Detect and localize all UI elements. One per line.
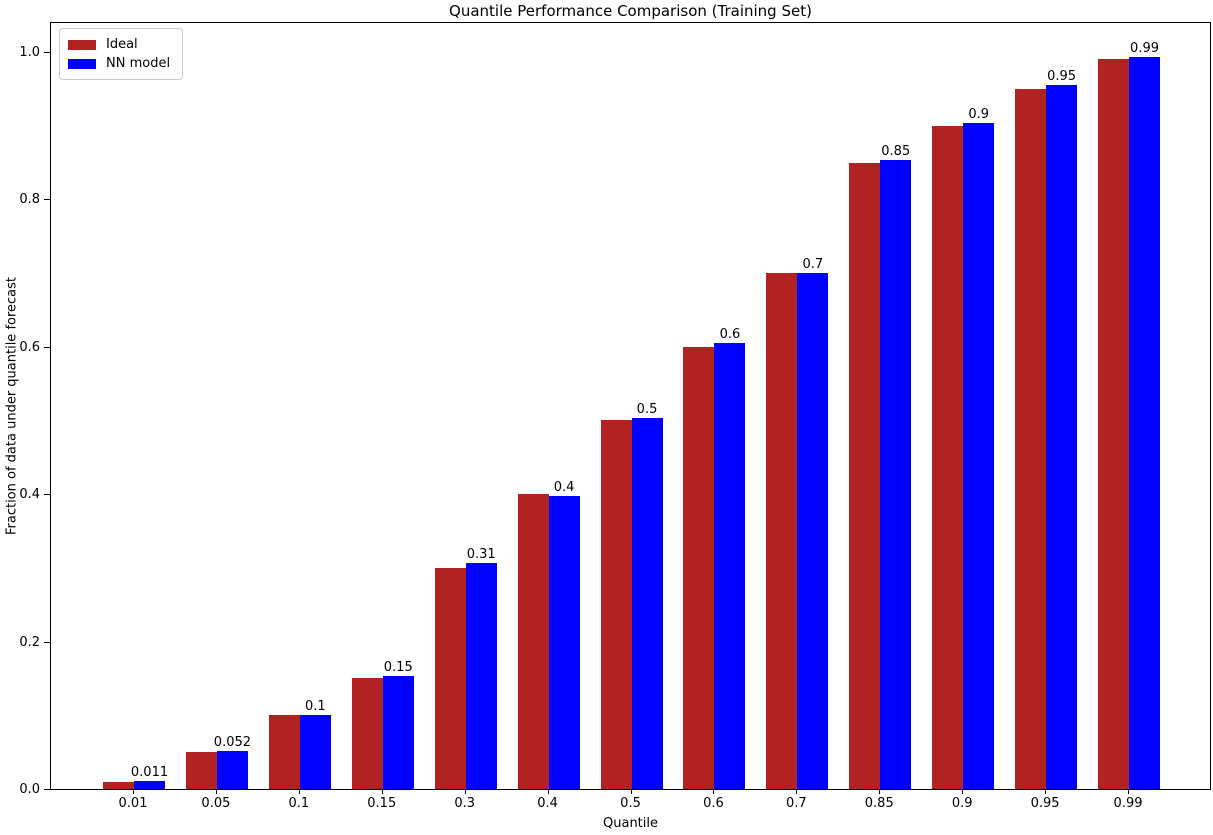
x-tick-label: 0.05 (201, 796, 231, 811)
y-tick-label: 0.0 (19, 782, 40, 797)
y-tick-label: 0.4 (19, 487, 40, 502)
bar-nn-model (382, 676, 414, 789)
x-tick-mark (1045, 790, 1047, 794)
bar-value-label: 0.4 (553, 480, 575, 495)
bar-ideal (517, 494, 549, 789)
bar-value-label: 0.15 (383, 660, 413, 675)
x-tick-label: 0.9 (951, 796, 973, 811)
x-tick-mark (630, 790, 632, 794)
y-tick-label: 0.8 (19, 192, 40, 207)
legend-label-ideal: Ideal (106, 37, 138, 52)
x-tick-label: 0.95 (1030, 796, 1060, 811)
x-tick-label: 0.1 (288, 796, 310, 811)
y-tick-mark (44, 642, 50, 643)
x-tick-label: 0.5 (620, 796, 641, 811)
y-tick-label: 1.0 (19, 45, 40, 60)
x-tick-mark (879, 790, 881, 794)
bar-value-label: 0.6 (719, 327, 741, 342)
bar-value-label: 0.9 (968, 107, 990, 122)
bar-nn-model (963, 123, 995, 789)
bar-ideal (268, 715, 300, 789)
x-tick-mark (713, 790, 715, 794)
y-tick-mark (44, 347, 50, 348)
y-tick-mark (44, 494, 50, 495)
legend-swatch-nn-model (68, 58, 96, 69)
bar-nn-model (797, 273, 829, 789)
bar-nn-model (880, 160, 912, 789)
legend: Ideal NN model (59, 28, 184, 80)
bar-nn-model (1046, 85, 1078, 789)
x-tick-label: 0.99 (1113, 796, 1143, 811)
legend-swatch-ideal (68, 39, 96, 50)
x-tick-mark (547, 790, 549, 794)
legend-item-ideal: Ideal (68, 35, 170, 54)
bar-nn-model (134, 781, 165, 789)
bar-ideal (932, 126, 964, 789)
bar-nn-model (1129, 57, 1161, 789)
bar-ideal (1098, 59, 1130, 789)
x-tick-label: 0.6 (703, 796, 724, 811)
x-tick-mark (215, 790, 217, 794)
bar-nn-model (216, 751, 248, 789)
bar-nn-model (631, 418, 663, 789)
x-tick-label: 0.01 (118, 796, 148, 811)
x-tick-mark (298, 790, 300, 794)
bar-value-label: 0.95 (1047, 69, 1077, 84)
bar-ideal (766, 273, 798, 789)
bar-ideal (1015, 89, 1047, 789)
x-tick-mark (796, 790, 798, 794)
legend-item-nn-model: NN model (68, 54, 170, 73)
x-tick-mark (464, 790, 466, 794)
bar-ideal (600, 420, 632, 789)
bar-value-label: 0.99 (1130, 41, 1159, 56)
bar-value-label: 0.1 (304, 699, 326, 714)
bar-nn-model (548, 496, 580, 789)
bar-value-label: 0.7 (802, 257, 824, 272)
bar-value-label: 0.85 (881, 144, 911, 159)
bar-nn-model (465, 563, 497, 789)
bar-ideal (185, 752, 217, 789)
x-tick-label: 0.85 (864, 796, 894, 811)
bar-ideal (434, 568, 466, 789)
bar-value-label: 0.052 (213, 735, 252, 750)
bar-ideal (103, 782, 134, 789)
bar-nn-model (299, 715, 331, 789)
y-tick-label: 0.6 (19, 340, 40, 355)
bar-ideal (683, 347, 715, 789)
bar-value-label: 0.31 (466, 547, 496, 562)
bar-nn-model (714, 343, 746, 789)
x-axis-label: Quantile (603, 816, 658, 831)
chart-title: Quantile Performance Comparison (Trainin… (449, 2, 812, 20)
y-tick-mark (44, 52, 50, 53)
y-tick-mark (44, 789, 50, 790)
x-tick-mark (1128, 790, 1130, 794)
x-tick-label: 0.4 (537, 796, 558, 811)
plot-area: 0.011 0.052 0.1 0.15 0.31 0.4 0.5 0.6 0.7 0.85 0.9… (50, 22, 1211, 790)
x-tick-label: 0.15 (367, 796, 397, 811)
bar-ideal (849, 163, 881, 789)
x-tick-mark (962, 790, 964, 794)
x-tick-label: 0.7 (786, 796, 807, 811)
x-tick-label: 0.3 (454, 796, 476, 811)
x-tick-mark (381, 790, 383, 794)
bar-value-label: 0.011 (130, 765, 169, 780)
bar-value-label: 0.5 (636, 402, 658, 417)
legend-label-nn-model: NN model (106, 56, 171, 71)
y-tick-label: 0.2 (19, 635, 40, 650)
bar-ideal (351, 678, 383, 789)
y-tick-mark (44, 199, 50, 200)
x-tick-mark (133, 790, 134, 794)
